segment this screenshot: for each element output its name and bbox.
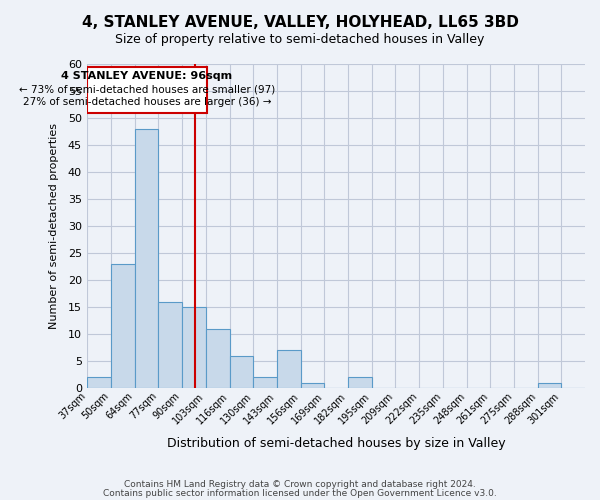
- Text: Size of property relative to semi-detached houses in Valley: Size of property relative to semi-detach…: [115, 32, 485, 46]
- Bar: [182, 307, 206, 388]
- Bar: [538, 382, 562, 388]
- Bar: [206, 328, 230, 388]
- Bar: [253, 378, 277, 388]
- Text: 4 STANLEY AVENUE: 96sqm: 4 STANLEY AVENUE: 96sqm: [61, 71, 233, 81]
- Text: 4, STANLEY AVENUE, VALLEY, HOLYHEAD, LL65 3BD: 4, STANLEY AVENUE, VALLEY, HOLYHEAD, LL6…: [82, 15, 518, 30]
- Bar: [348, 378, 372, 388]
- Text: 27% of semi-detached houses are larger (36) →: 27% of semi-detached houses are larger (…: [23, 98, 271, 108]
- Text: Contains HM Land Registry data © Crown copyright and database right 2024.: Contains HM Land Registry data © Crown c…: [124, 480, 476, 489]
- Bar: [135, 129, 158, 388]
- FancyBboxPatch shape: [88, 66, 207, 112]
- Bar: [88, 378, 111, 388]
- Bar: [158, 302, 182, 388]
- Text: ← 73% of semi-detached houses are smaller (97): ← 73% of semi-detached houses are smalle…: [19, 84, 275, 94]
- X-axis label: Distribution of semi-detached houses by size in Valley: Distribution of semi-detached houses by …: [167, 437, 505, 450]
- Bar: [111, 264, 135, 388]
- Bar: [301, 382, 325, 388]
- Y-axis label: Number of semi-detached properties: Number of semi-detached properties: [49, 123, 59, 329]
- Bar: [277, 350, 301, 388]
- Bar: [230, 356, 253, 388]
- Text: Contains public sector information licensed under the Open Government Licence v3: Contains public sector information licen…: [103, 488, 497, 498]
